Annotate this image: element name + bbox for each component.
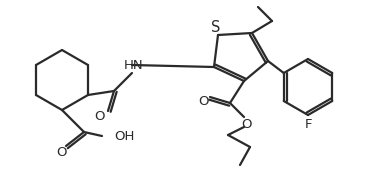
Text: OH: OH	[114, 130, 134, 142]
Text: HN: HN	[124, 58, 144, 71]
Text: O: O	[198, 95, 208, 107]
Text: O: O	[241, 117, 251, 130]
Text: O: O	[95, 110, 105, 122]
Text: O: O	[56, 147, 66, 159]
Text: F: F	[304, 117, 312, 130]
Text: S: S	[211, 19, 221, 34]
